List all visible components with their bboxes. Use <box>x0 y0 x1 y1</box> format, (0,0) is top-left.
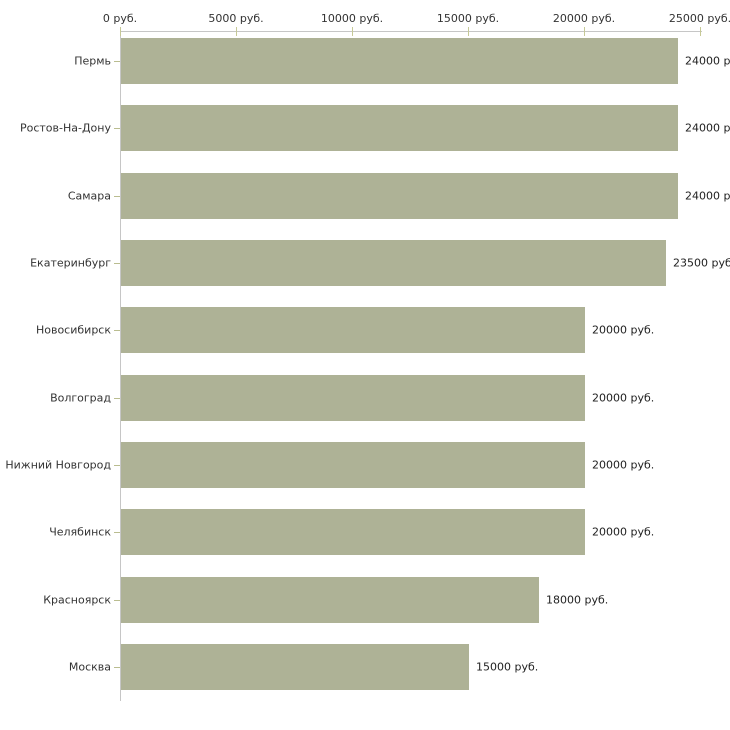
bar <box>121 375 585 421</box>
bar-row: Пермь 24000 руб. <box>0 38 730 84</box>
x-axis-tick-label: 15000 руб. <box>436 12 500 25</box>
y-axis-tick <box>114 128 120 129</box>
y-axis-tick <box>114 330 120 331</box>
bar <box>121 173 678 219</box>
bar-row: Нижний Новгород 20000 руб. <box>0 442 730 488</box>
y-axis-line <box>120 31 121 701</box>
x-axis-tick <box>120 27 121 36</box>
y-axis-tick <box>114 532 120 533</box>
x-axis-tick-label: 25000 руб. <box>668 12 730 25</box>
bar-row: Красноярск 18000 руб. <box>0 577 730 623</box>
y-axis-tick <box>114 667 120 668</box>
y-axis-tick <box>114 196 120 197</box>
value-label: 23500 руб. <box>673 256 730 270</box>
x-axis-tick <box>236 27 237 36</box>
value-label: 20000 руб. <box>592 525 655 539</box>
category-label: Новосибирск <box>35 323 111 337</box>
bar-row: Екатеринбург 23500 руб. <box>0 240 730 286</box>
category-label: Москва <box>68 660 111 674</box>
category-label: Екатеринбург <box>30 256 111 270</box>
bar <box>121 38 678 84</box>
value-label: 24000 руб. <box>685 121 730 135</box>
bar <box>121 644 469 690</box>
x-axis-tick-label: 10000 руб. <box>320 12 384 25</box>
x-axis-tick-label: 0 руб. <box>102 12 138 25</box>
bar-row: Москва 15000 руб. <box>0 644 730 690</box>
bar <box>121 307 585 353</box>
value-label: 20000 руб. <box>592 391 655 405</box>
y-axis-tick <box>114 263 120 264</box>
category-label: Ростов-На-Дону <box>19 121 111 135</box>
bar <box>121 577 539 623</box>
bar <box>121 509 585 555</box>
y-axis-tick <box>114 61 120 62</box>
y-axis-tick <box>114 398 120 399</box>
x-axis-tick <box>584 27 585 36</box>
bar-row: Челябинск 20000 руб. <box>0 509 730 555</box>
x-axis-tick-label: 20000 руб. <box>552 12 616 25</box>
bar <box>121 442 585 488</box>
value-label: 20000 руб. <box>592 323 655 337</box>
category-label: Самара <box>67 189 111 203</box>
category-label: Пермь <box>74 54 111 68</box>
x-axis-tick <box>352 27 353 36</box>
value-label: 18000 руб. <box>546 593 609 607</box>
category-label: Нижний Новгород <box>5 458 111 472</box>
x-axis-tick <box>468 27 469 36</box>
value-label: 20000 руб. <box>592 458 655 472</box>
bar-row: Самара 24000 руб. <box>0 173 730 219</box>
bar-row: Ростов-На-Дону 24000 руб. <box>0 105 730 151</box>
value-label: 24000 руб. <box>685 54 730 68</box>
category-label: Челябинск <box>49 525 111 539</box>
bar <box>121 240 666 286</box>
category-label: Красноярск <box>43 593 111 607</box>
bar <box>121 105 678 151</box>
y-axis-tick <box>114 600 120 601</box>
x-axis-tick <box>700 27 701 36</box>
value-label: 15000 руб. <box>476 660 539 674</box>
x-axis-line <box>120 31 702 32</box>
y-axis-tick <box>114 465 120 466</box>
bar-row: Новосибирск 20000 руб. <box>0 307 730 353</box>
category-label: Волгоград <box>50 391 111 405</box>
bar-row: Волгоград 20000 руб. <box>0 375 730 421</box>
x-axis-tick-label: 5000 руб. <box>208 12 264 25</box>
value-label: 24000 руб. <box>685 189 730 203</box>
